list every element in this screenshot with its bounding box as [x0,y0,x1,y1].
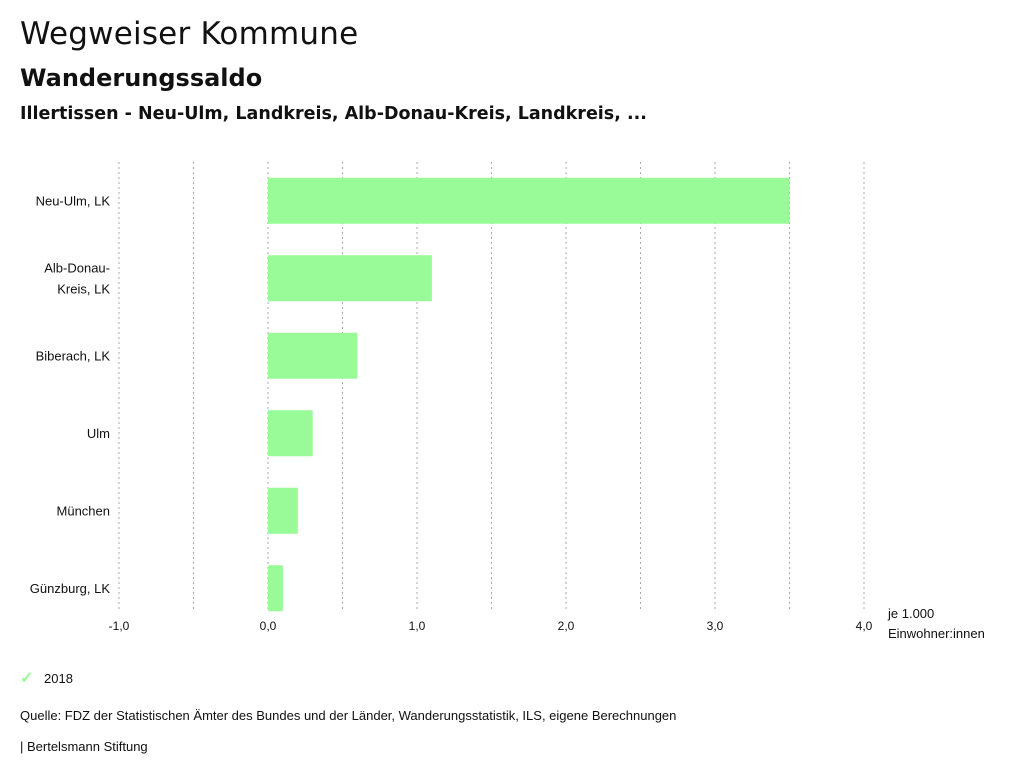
tick-label: 1,0 [409,619,426,633]
category-label: Ulm [87,426,110,441]
legend-label-2018: 2018 [44,670,73,686]
bar[interactable] [268,565,283,612]
unit-label: Einwohner:innen [888,626,985,641]
check-icon: ✓ [20,670,34,687]
bar[interactable] [268,332,358,379]
tick-label: -1,0 [109,619,130,633]
tick-label: 3,0 [707,619,724,633]
bar-chart: Neu-Ulm, LK Alb-Donau- Kreis, LK Biberach, … [30,162,985,641]
bar[interactable] [268,255,432,302]
bar[interactable] [268,487,298,534]
bar[interactable] [268,177,790,224]
category-label: Biberach, LK [36,348,111,363]
tick-label: 2,0 [558,619,575,633]
legend[interactable]: ✓ 2018 [20,668,73,688]
unit-label: je 1.000 [887,606,934,621]
tick-label: 0,0 [260,619,277,633]
tick-label: 4,0 [856,619,873,633]
brand-credit: | Bertelsmann Stiftung [20,739,148,754]
category-label: Alb-Donau- [44,260,110,275]
category-label: München [57,503,110,518]
region-selection[interactable]: Illertissen - Neu-Ulm, Landkreis, Alb-Do… [20,104,647,124]
source-note: Quelle: FDZ der Statistischen Ämter des … [20,708,677,723]
category-label: Neu-Ulm, LK [36,193,111,208]
bar[interactable] [268,410,313,457]
app-title: Wegweiser Kommune [20,16,359,52]
chart-subtitle: Wanderungssaldo [20,64,263,92]
category-label: Kreis, LK [57,281,110,296]
category-label: Günzburg, LK [30,581,111,596]
